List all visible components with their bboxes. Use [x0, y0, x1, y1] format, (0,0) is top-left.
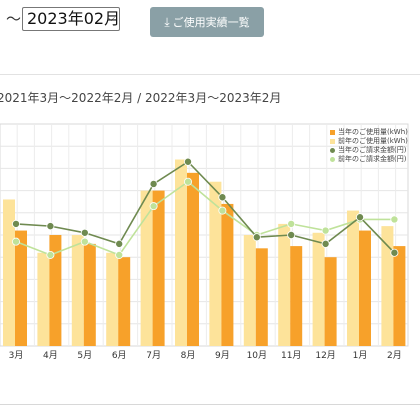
- point-current-amount: [46, 222, 55, 231]
- bar-current-usage: [324, 257, 337, 346]
- legend-label-current-amount: 当年のご請求金額(円): [338, 146, 407, 154]
- bar-previous-usage: [209, 181, 222, 346]
- legend-dot-previous-amount: [330, 157, 335, 162]
- point-previous-amount: [80, 237, 89, 246]
- bar-previous-usage: [347, 210, 359, 346]
- download-icon: ⤓: [164, 15, 170, 29]
- point-current-amount: [11, 219, 20, 228]
- line-current-amount: [15, 160, 395, 254]
- point-current-amount: [183, 157, 192, 166]
- end-month-value: 2023年02月: [27, 9, 121, 28]
- x-tick-label: 5月: [77, 350, 92, 361]
- x-tick-label: 7月: [146, 350, 161, 361]
- x-tick-label: 11月: [281, 350, 301, 361]
- point-previous-amount: [287, 219, 296, 228]
- point-current-amount: [355, 213, 364, 222]
- legend-item-previous-amount: 前年のご請求金額(円): [330, 155, 408, 164]
- chart-period-label: 2021年3月～2022年2月 / 2022年3月～2023年2月: [0, 91, 282, 105]
- x-tick-label: 10月: [247, 350, 267, 361]
- x-tick-label: 1月: [353, 350, 368, 361]
- point-current-amount: [287, 231, 296, 240]
- legend-item-current-usage: 当年のご使用量(kWh): [330, 128, 408, 137]
- bar-current-usage: [118, 257, 131, 346]
- bar-previous-usage: [175, 159, 187, 346]
- usage-chart: 3月 4月 5月 6月 7月 8月 9月 10月 11月 12月 1月 2月: [0, 123, 409, 361]
- bar-current-usage: [15, 230, 27, 346]
- legend-label-previous-usage: 前年のご使用量(kWh): [338, 137, 408, 145]
- line-previous-amount: [15, 180, 395, 256]
- x-tick-label: 4月: [43, 350, 58, 361]
- bar-current-usage: [221, 203, 234, 346]
- bar-current-usage: [49, 235, 62, 346]
- point-current-amount: [390, 248, 399, 257]
- range-separator: ～: [6, 10, 22, 28]
- point-current-amount: [115, 239, 124, 248]
- chevron-down-icon: ⌵: [107, 13, 115, 24]
- bar-current-usage: [290, 246, 303, 346]
- x-tick-label: 6月: [112, 350, 127, 361]
- legend-item-previous-usage: 前年のご使用量(kWh): [330, 137, 408, 146]
- bar-previous-usage: [140, 190, 153, 346]
- point-previous-amount: [183, 177, 192, 186]
- legend-label-previous-amount: 前年のご請求金額(円): [338, 155, 407, 163]
- point-previous-amount: [390, 215, 399, 224]
- bar-previous-usage: [278, 223, 291, 346]
- point-current-amount: [252, 233, 261, 242]
- bar-current-usage: [255, 248, 268, 346]
- bar-previous-usage: [106, 252, 119, 346]
- legend-swatch-current-usage: [330, 130, 335, 135]
- bar-current-usage: [187, 172, 199, 346]
- divider: [0, 404, 420, 405]
- bar-previous-usage: [37, 252, 50, 346]
- x-tick-label: 3月: [9, 350, 24, 361]
- bar-previous-usage: [312, 232, 325, 346]
- bar-previous-usage: [243, 235, 256, 346]
- bar-current-usage: [152, 190, 165, 346]
- point-previous-amount: [321, 226, 330, 235]
- legend-item-current-amount: 当年のご請求金額(円): [330, 146, 408, 155]
- legend-swatch-previous-usage: [330, 139, 335, 144]
- x-tick-label: 2月: [387, 350, 402, 361]
- point-previous-amount: [149, 202, 158, 211]
- usage-history-download-label: ご使用実績一覧: [172, 16, 250, 29]
- legend-label-current-usage: 当年のご使用量(kWh): [338, 128, 408, 136]
- point-current-amount: [321, 239, 330, 248]
- usage-history-download-button[interactable]: ⤓ ご使用実績一覧: [150, 7, 264, 37]
- point-previous-amount: [46, 250, 55, 259]
- bar-previous-usage: [71, 235, 84, 346]
- point-previous-amount: [11, 237, 20, 246]
- bar-current-usage: [83, 243, 96, 346]
- x-tick-label: 8月: [181, 350, 196, 361]
- divider: [0, 74, 420, 75]
- point-current-amount: [218, 193, 227, 202]
- point-current-amount: [149, 179, 158, 188]
- bar-previous-usage: [3, 199, 15, 346]
- end-month-select[interactable]: 2023年02月 ⌵: [22, 7, 120, 31]
- legend-dot-current-amount: [330, 148, 335, 153]
- chart-legend: 当年のご使用量(kWh) 前年のご使用量(kWh) 当年のご請求金額(円) 前年…: [330, 128, 408, 164]
- bar-current-usage: [359, 230, 371, 346]
- bar-previous-usage: [381, 226, 394, 346]
- bar-current-usage: [393, 246, 406, 346]
- point-previous-amount: [218, 206, 227, 215]
- x-tick-label: 9月: [215, 350, 230, 361]
- x-tick-label: 12月: [315, 350, 335, 361]
- point-current-amount: [80, 228, 89, 237]
- point-previous-amount: [115, 250, 124, 259]
